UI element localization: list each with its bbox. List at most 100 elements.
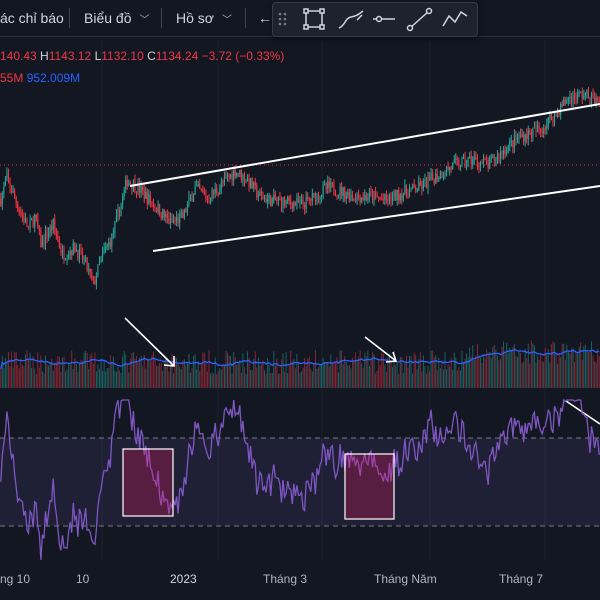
volume-bar	[34, 368, 36, 388]
candle-body	[516, 137, 519, 140]
volume-bar	[361, 363, 363, 388]
candle-body	[239, 169, 241, 175]
candle-body	[518, 134, 520, 138]
candle-body	[273, 194, 275, 199]
volume-bar	[106, 367, 108, 388]
candle-body	[432, 173, 434, 179]
horizontal-line-tool-icon[interactable]	[373, 15, 395, 23]
volume-bar	[129, 358, 131, 388]
candle-body	[578, 91, 580, 93]
annotation-arrows[interactable]	[124, 317, 600, 425]
volume-bar	[111, 361, 113, 388]
volume-bar	[137, 362, 139, 388]
candle-body	[152, 202, 155, 208]
candle-body	[594, 96, 596, 105]
volume-bar	[293, 359, 295, 388]
volume-bar	[404, 363, 406, 388]
volume-bar	[578, 346, 580, 388]
candle-body	[415, 187, 417, 192]
candle-body	[550, 115, 552, 121]
candle-body	[267, 198, 269, 203]
volume-bar	[324, 361, 326, 388]
arrow-line[interactable]	[565, 400, 600, 425]
volume-bar	[520, 353, 522, 388]
candle-body	[498, 154, 500, 159]
candle-body	[347, 191, 349, 196]
arrow-line[interactable]	[124, 317, 175, 367]
candle-body	[237, 172, 239, 175]
volume-bar	[105, 371, 107, 388]
volume-bar	[63, 356, 65, 388]
highlight-box[interactable]	[122, 448, 174, 517]
volume-bar	[225, 350, 227, 388]
volume-bar	[40, 355, 42, 388]
volume-bar	[526, 357, 528, 388]
volume-bar	[385, 371, 387, 388]
volume-bar	[199, 371, 201, 388]
candle-body	[60, 247, 62, 254]
chart-menu-label: Biểu đồ	[84, 10, 132, 26]
profile-menu-button[interactable]: Hồ sơ ﹀	[176, 0, 232, 36]
candle-body	[521, 134, 523, 137]
candle-body	[408, 189, 411, 198]
indicators-button[interactable]: ác chỉ báo	[0, 0, 64, 36]
candle-body	[384, 194, 386, 200]
candle-body	[230, 174, 232, 178]
brush-tool-icon[interactable]	[338, 10, 364, 29]
arrow-line[interactable]	[364, 336, 397, 362]
volume-bar	[500, 358, 501, 388]
volume-bar	[591, 341, 592, 388]
candle-body	[114, 221, 116, 234]
candle-body	[358, 195, 360, 198]
volume-bar	[216, 373, 218, 388]
candle-body	[38, 228, 40, 231]
volume-bar	[28, 359, 29, 388]
volume-bar	[190, 372, 191, 388]
chevron-down-icon: ﹀	[221, 14, 232, 26]
trend-line-tool-icon[interactable]	[406, 7, 433, 32]
candle-body	[197, 183, 199, 186]
channel-lower-line[interactable]	[152, 185, 600, 252]
candle-body	[139, 183, 141, 193]
candle-body	[86, 257, 88, 270]
candle-body	[393, 190, 395, 196]
chart-menu-button[interactable]: Biểu đồ ﹀	[84, 0, 149, 36]
volume-bar	[68, 363, 70, 388]
candle-body	[169, 218, 171, 224]
volume-bar	[205, 362, 207, 388]
time-axis-label: Tháng Năm	[374, 572, 437, 586]
volume-bar	[277, 373, 279, 388]
volume-bar	[422, 355, 424, 388]
candle-body	[217, 192, 219, 194]
back-button[interactable]: ←	[258, 0, 272, 36]
candle-body	[421, 185, 423, 190]
volume-bar	[372, 352, 373, 388]
candle-body	[129, 182, 131, 185]
path-tool-icon[interactable]	[442, 10, 468, 27]
volume-bar	[583, 346, 585, 388]
volume-bar	[108, 368, 110, 388]
volume-bar	[143, 354, 145, 388]
candle-body	[453, 159, 455, 163]
channel-upper-line[interactable]	[129, 103, 600, 187]
candle-body	[259, 192, 261, 196]
volume-bar	[43, 373, 45, 388]
rectangle-tool-icon[interactable]	[303, 8, 325, 30]
volume-bar	[449, 366, 451, 388]
highlight-box[interactable]	[344, 453, 395, 520]
candle-body	[188, 197, 190, 205]
candle-body	[587, 90, 589, 98]
volume-bar	[234, 357, 236, 388]
candle-body	[549, 115, 551, 118]
candle-body	[208, 199, 210, 202]
candle-body	[194, 185, 196, 195]
candle-body	[430, 173, 432, 180]
volume-bar	[259, 365, 261, 388]
volume-bar	[571, 348, 572, 388]
drag-handle-icon[interactable]	[278, 12, 287, 26]
trend-channel[interactable]	[129, 103, 600, 252]
volume-bar	[353, 362, 355, 388]
candle-body	[341, 186, 343, 196]
candle-body	[88, 269, 90, 271]
